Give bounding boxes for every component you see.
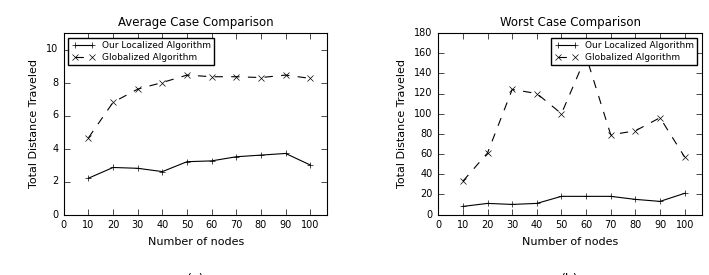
Our Localized Algorithm	[681, 192, 689, 195]
Our Localized Algorithm	[631, 198, 640, 201]
Our Localized Algorithm	[484, 202, 492, 205]
Line: Our Localized Algorithm: Our Localized Algorithm	[459, 190, 688, 210]
Globalized Algorithm	[532, 92, 541, 95]
Globalized Algorithm	[232, 75, 240, 78]
Line: Globalized Algorithm: Globalized Algorithm	[85, 72, 313, 141]
Legend: Our Localized Algorithm, Globalized Algorithm: Our Localized Algorithm, Globalized Algo…	[68, 37, 214, 65]
Globalized Algorithm	[459, 180, 467, 183]
Globalized Algorithm	[109, 101, 118, 104]
Our Localized Algorithm	[158, 170, 167, 173]
Globalized Algorithm	[306, 77, 315, 80]
Our Localized Algorithm	[281, 152, 290, 155]
Globalized Algorithm	[606, 133, 615, 136]
Our Localized Algorithm	[208, 159, 216, 163]
Text: (b): (b)	[562, 273, 579, 275]
Globalized Algorithm	[84, 136, 93, 139]
Globalized Algorithm	[631, 129, 640, 133]
Title: Worst Case Comparison: Worst Case Comparison	[500, 16, 640, 29]
X-axis label: Number of nodes: Number of nodes	[522, 237, 618, 247]
Our Localized Algorithm	[306, 163, 315, 167]
Y-axis label: Total Distance Traveled: Total Distance Traveled	[29, 59, 39, 188]
Our Localized Algorithm	[582, 195, 591, 198]
Text: (a): (a)	[187, 273, 204, 275]
Our Localized Algorithm	[232, 155, 240, 158]
Our Localized Algorithm	[532, 202, 541, 205]
Globalized Algorithm	[582, 54, 591, 58]
Globalized Algorithm	[183, 73, 191, 77]
Globalized Algorithm	[656, 116, 664, 119]
Line: Globalized Algorithm: Globalized Algorithm	[459, 53, 688, 185]
Our Localized Algorithm	[508, 203, 516, 206]
Our Localized Algorithm	[109, 166, 118, 169]
Globalized Algorithm	[281, 73, 290, 77]
Our Localized Algorithm	[257, 153, 265, 157]
Globalized Algorithm	[484, 151, 492, 155]
Y-axis label: Total Distance Traveled: Total Distance Traveled	[397, 59, 407, 188]
Legend: Our Localized Algorithm, Globalized Algorithm: Our Localized Algorithm, Globalized Algo…	[552, 37, 698, 65]
Globalized Algorithm	[133, 87, 142, 91]
Our Localized Algorithm	[459, 205, 467, 208]
Our Localized Algorithm	[84, 177, 93, 180]
Globalized Algorithm	[257, 76, 265, 79]
Title: Average Case Comparison: Average Case Comparison	[118, 16, 274, 29]
Our Localized Algorithm	[557, 195, 566, 198]
X-axis label: Number of nodes: Number of nodes	[147, 237, 244, 247]
Globalized Algorithm	[208, 75, 216, 78]
Our Localized Algorithm	[133, 167, 142, 170]
Line: Our Localized Algorithm: Our Localized Algorithm	[85, 150, 313, 182]
Globalized Algorithm	[681, 155, 689, 159]
Our Localized Algorithm	[656, 200, 664, 203]
Globalized Algorithm	[158, 81, 167, 84]
Our Localized Algorithm	[606, 195, 615, 198]
Globalized Algorithm	[508, 88, 516, 91]
Globalized Algorithm	[557, 112, 566, 115]
Our Localized Algorithm	[183, 160, 191, 163]
